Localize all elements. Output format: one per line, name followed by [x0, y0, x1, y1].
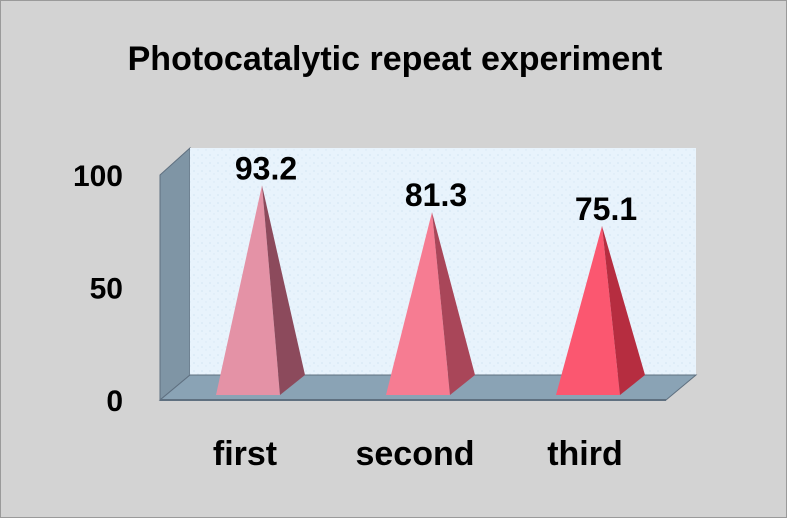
y-tick-label: 100: [73, 160, 123, 193]
chart-title: Photocatalytic repeat experiment: [128, 40, 663, 78]
bar-face: [556, 226, 620, 395]
bar-side: [602, 226, 645, 395]
bars: [216, 185, 645, 395]
bar-side: [262, 185, 305, 395]
bar-face: [386, 212, 450, 395]
y-axis: 0 50 100: [73, 160, 123, 418]
data-label-second: 81.3: [405, 177, 467, 213]
x-tick-label: first: [213, 435, 277, 473]
bar-third: [556, 226, 645, 395]
bar-side: [432, 212, 475, 395]
data-label-third: 75.1: [575, 191, 637, 227]
x-tick-label: third: [547, 435, 623, 473]
x-tick-label: second: [355, 435, 474, 473]
bar-second: [386, 212, 475, 395]
y-tick-label: 50: [90, 273, 123, 306]
value-labels: 93.2 81.3 75.1: [235, 150, 637, 227]
side-wall: [159, 146, 191, 402]
bar-first: [216, 185, 305, 395]
data-label-first: 93.2: [235, 150, 297, 186]
y-tick-label: 0: [106, 385, 123, 418]
bar-face: [216, 185, 280, 395]
x-axis: first second third: [213, 435, 623, 473]
